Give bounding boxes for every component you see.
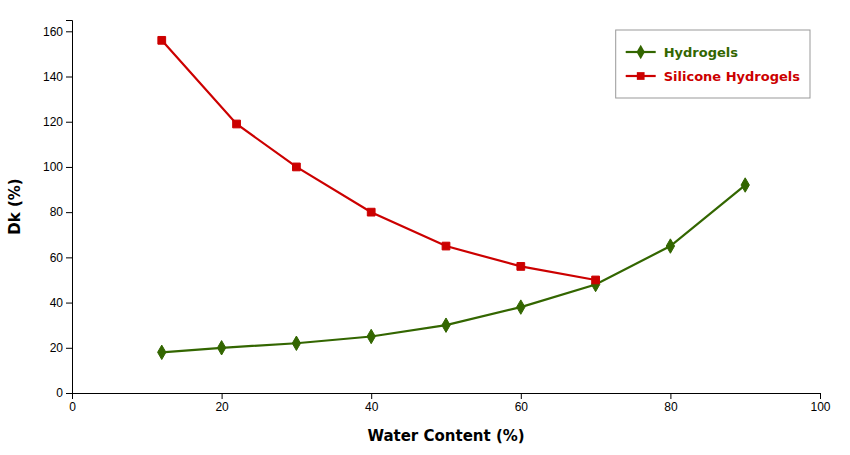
tick: 0: [56, 386, 72, 400]
tick-mark: [521, 393, 522, 399]
tick-label: 80: [664, 400, 678, 414]
series-marker: [158, 345, 166, 359]
x-axis: 0 20 40 60 80 100: [69, 393, 831, 414]
plot: 0 20 40 60 80 100 0 20 40 60 80 100 120 140 160 Hydroge…: [43, 21, 831, 414]
legend-box: [616, 30, 810, 98]
series-marker: [233, 120, 241, 128]
tick: 160: [43, 25, 72, 39]
tick-label: 100: [43, 160, 63, 174]
tick-label: 20: [50, 341, 64, 355]
tick: 80: [50, 205, 72, 219]
tick: 140: [43, 70, 72, 84]
tick-label: 60: [50, 251, 64, 265]
tick-mark: [66, 31, 72, 32]
series-line: [162, 185, 745, 352]
tick: 60: [515, 393, 529, 414]
series-marker: [666, 239, 674, 253]
tick-label: 100: [810, 400, 830, 414]
tick-mark: [66, 212, 72, 213]
legend-marker: [637, 45, 645, 59]
tick-label: 20: [215, 400, 229, 414]
tick-label: 40: [50, 296, 64, 310]
tick-label: 40: [365, 400, 379, 414]
legend: Hydrogels Silicone Hydrogels: [616, 30, 810, 98]
tick: 120: [43, 115, 72, 129]
tick: 100: [43, 160, 72, 174]
series-marker: [293, 163, 301, 171]
tick-mark: [66, 167, 72, 168]
tick: 20: [50, 341, 72, 355]
tick-mark: [66, 303, 72, 304]
y-axis-title: Dk (%): [6, 178, 24, 234]
tick-mark: [66, 122, 72, 123]
series-marker: [158, 36, 166, 44]
series-line: [162, 40, 596, 280]
tick: 20: [215, 393, 229, 414]
series-marker: [367, 208, 375, 216]
series-marker: [292, 336, 300, 350]
x-axis-title: Water Content (%): [367, 427, 524, 445]
tick: 0: [69, 393, 76, 414]
tick-label: 0: [56, 386, 63, 400]
series-marker: [442, 242, 450, 250]
tick-mark: [371, 393, 372, 399]
tick: 100: [810, 393, 830, 414]
series-marker: [517, 263, 525, 271]
tick-mark: [670, 393, 671, 399]
tick-label: 160: [43, 25, 63, 39]
series-marker: [217, 341, 225, 355]
tick-mark: [222, 393, 223, 399]
axis-line: [73, 394, 821, 400]
tick: 40: [365, 393, 379, 414]
tick-label: 140: [43, 70, 63, 84]
y-axis: 0 20 40 60 80 100 120 140 160: [43, 21, 73, 401]
chart: 0 20 40 60 80 100 0 20 40 60 80 100 120 140 160 Hydroge…: [0, 0, 850, 455]
axis-line: [66, 21, 73, 394]
tick-label: 80: [50, 205, 64, 219]
series-marker: [442, 318, 450, 332]
tick-mark: [820, 393, 821, 399]
tick-label: 60: [515, 400, 529, 414]
legend-marker: [637, 72, 645, 80]
series-marker: [367, 329, 375, 343]
tick-label: 0: [69, 400, 76, 414]
series-marker: [741, 178, 749, 192]
legend-label: Hydrogels: [664, 45, 739, 60]
series-marker: [592, 276, 600, 284]
tick: 60: [50, 251, 72, 265]
tick: 80: [664, 393, 678, 414]
tick-label: 120: [43, 115, 63, 129]
tick-mark: [66, 257, 72, 258]
legend-label: Silicone Hydrogels: [664, 69, 801, 84]
tick-mark: [66, 77, 72, 78]
tick-mark: [66, 348, 72, 349]
tick: 40: [50, 296, 72, 310]
series-marker: [517, 300, 525, 314]
tick-mark: [66, 393, 72, 394]
